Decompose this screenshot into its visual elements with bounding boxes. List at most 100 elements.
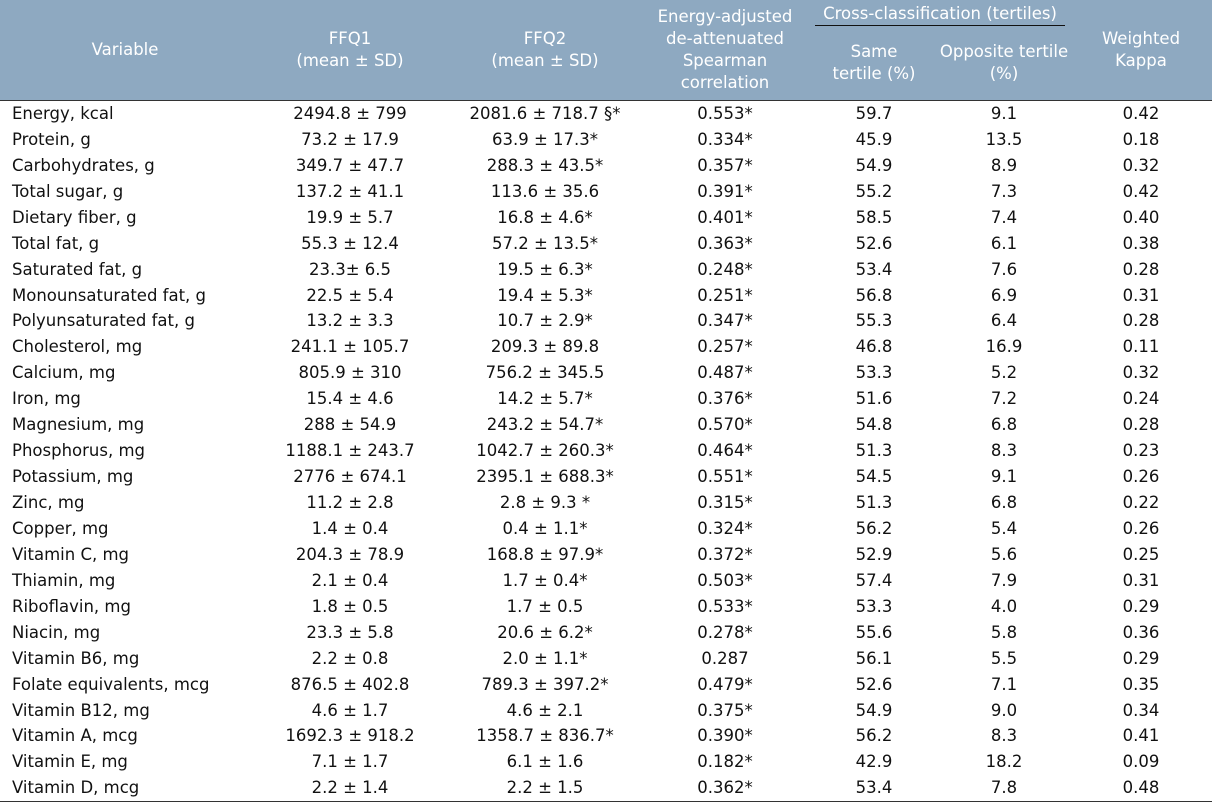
header-ffq1-line2: (mean ± SD) <box>296 51 404 70</box>
table-body: Energy, kcal 2494.8 ± 799 2081.6 ± 718.7 §… <box>0 101 1212 803</box>
cell-ffq2: 10.7 ± 2.9* <box>497 311 593 331</box>
cell-opposite-tertile: 6.4 <box>990 311 1018 331</box>
cell-same-tertile: 54.9 <box>855 700 893 720</box>
cell-variable: Vitamin B12, mg <box>12 700 150 720</box>
cell-variable: Phosphorus, mg <box>12 441 145 461</box>
cell-same-tertile: 52.6 <box>855 233 893 253</box>
cell-correlation: 0.570* <box>697 415 753 435</box>
header-same-tertile: Same tertile (%) <box>810 26 938 101</box>
cell-variable: Dietary fiber, g <box>12 207 137 227</box>
cell-variable: Total fat, g <box>12 233 100 253</box>
table-row: Vitamin C, mg 204.3 ± 78.9 168.8 ± 97.9* 0.… <box>0 542 1212 568</box>
cell-opposite-tertile: 18.2 <box>985 752 1023 772</box>
cell-correlation: 0.390* <box>697 726 753 746</box>
cell-ffq2: 2.0 ± 1.1* <box>502 648 588 668</box>
cell-ffq2: 4.6 ± 2.1 <box>506 700 584 720</box>
cell-weighted-kappa: 0.40 <box>1122 207 1160 227</box>
cell-ffq1: 805.9 ± 310 <box>298 363 402 383</box>
cell-variable: Energy, kcal <box>12 103 114 123</box>
cell-opposite-tertile: 7.9 <box>990 570 1018 590</box>
cell-weighted-kappa: 0.32 <box>1122 155 1160 175</box>
header-cross-label: Cross-classification (tertiles) <box>815 3 1065 26</box>
table-row: Thiamin, mg 2.1 ± 0.4 1.7 ± 0.4* 0.503* 57.4… <box>0 568 1212 594</box>
cell-opposite-tertile: 13.5 <box>985 129 1023 149</box>
cell-variable: Cholesterol, mg <box>12 337 143 357</box>
cell-ffq1: 15.4 ± 4.6 <box>306 389 394 409</box>
cell-ffq2: 20.6 ± 6.2* <box>497 622 593 642</box>
header-opposite-tertile: Opposite tertile (%) <box>938 26 1071 101</box>
cell-weighted-kappa: 0.09 <box>1122 752 1160 772</box>
cell-ffq2: 288.3 ± 43.5* <box>486 155 604 175</box>
cell-opposite-tertile: 7.3 <box>990 181 1018 201</box>
cell-weighted-kappa: 0.36 <box>1122 622 1160 642</box>
cell-same-tertile: 55.6 <box>855 622 893 642</box>
cell-weighted-kappa: 0.26 <box>1122 518 1160 538</box>
cell-opposite-tertile: 4.0 <box>990 596 1018 616</box>
cell-weighted-kappa: 0.18 <box>1122 129 1160 149</box>
cell-same-tertile: 56.2 <box>855 518 893 538</box>
cell-ffq1: 1.4 ± 0.4 <box>311 518 389 538</box>
table-row: Total sugar, g 137.2 ± 41.1 113.6 ± 35.6 0.… <box>0 179 1212 205</box>
cell-weighted-kappa: 0.35 <box>1122 674 1160 694</box>
cell-ffq2: 789.3 ± 397.2* <box>481 674 609 694</box>
cell-ffq2: 113.6 ± 35.6 <box>490 181 600 201</box>
cell-same-tertile: 54.5 <box>855 467 893 487</box>
cell-variable: Vitamin C, mg <box>12 544 130 564</box>
cell-variable: Vitamin A, mcg <box>12 726 138 746</box>
cell-opposite-tertile: 5.4 <box>990 518 1018 538</box>
cell-correlation: 0.533* <box>697 596 753 616</box>
table-row: Saturated fat, g 23.3± 6.5 19.5 ± 6.3* 0.24… <box>0 257 1212 283</box>
header-corr-line1: Energy-adjusted <box>657 7 793 26</box>
cell-correlation: 0.551* <box>697 467 753 487</box>
cell-opposite-tertile: 6.1 <box>990 233 1018 253</box>
cell-ffq2: 1358.7 ± 836.7* <box>476 726 614 746</box>
cell-same-tertile: 53.4 <box>855 259 893 279</box>
table-row: Total fat, g 55.3 ± 12.4 57.2 ± 13.5* 0.363… <box>0 231 1212 257</box>
cell-ffq1: 2.2 ± 1.4 <box>250 775 450 803</box>
header-variable-label: Variable <box>91 40 159 59</box>
table-row: Riboflavin, mg 1.8 ± 0.5 1.7 ± 0.5 0.533* 53… <box>0 594 1212 620</box>
cell-correlation: 0.479* <box>697 674 753 694</box>
cell-same-tertile: 52.6 <box>855 674 893 694</box>
header-ffq2-line1: FFQ2 <box>523 29 567 48</box>
cell-ffq2: 2.2 ± 1.5 <box>450 775 640 803</box>
cell-correlation: 0.347* <box>697 311 753 331</box>
cell-weighted-kappa: 0.31 <box>1122 570 1160 590</box>
cell-same-tertile: 59.7 <box>855 103 893 123</box>
cell-weighted-kappa: 0.22 <box>1122 493 1160 513</box>
cell-correlation: 0.182* <box>697 752 753 772</box>
cell-opposite-tertile: 9.1 <box>990 103 1018 123</box>
header-corr-line2: de-attenuated <box>666 29 784 48</box>
cell-correlation: 0.487* <box>697 363 753 383</box>
cell-same-tertile: 46.8 <box>855 337 893 357</box>
cell-same-tertile: 57.4 <box>855 570 893 590</box>
cell-correlation: 0.357* <box>697 155 753 175</box>
cell-weighted-kappa: 0.41 <box>1122 726 1160 746</box>
cell-opposite-tertile: 6.8 <box>990 493 1018 513</box>
cell-ffq2: 756.2 ± 345.5 <box>485 363 605 383</box>
cell-correlation: 0.391* <box>697 181 753 201</box>
cell-ffq1: 2.1 ± 0.4 <box>311 570 389 590</box>
table-row: Cholesterol, mg 241.1 ± 105.7 209.3 ± 89.8… <box>0 334 1212 360</box>
cell-variable: Protein, g <box>12 129 91 149</box>
table-header: Variable FFQ1 (mean ± SD) FFQ2 (mean ± S… <box>0 0 1212 101</box>
cell-ffq2: 2395.1 ± 688.3* <box>476 467 614 487</box>
cell-correlation: 0.315* <box>697 493 753 513</box>
cell-ffq2: 57.2 ± 13.5* <box>491 233 599 253</box>
cell-ffq1: 1188.1 ± 243.7 <box>285 441 415 461</box>
cell-correlation: 0.553* <box>697 103 753 123</box>
cell-ffq2: 63.9 ± 17.3* <box>491 129 599 149</box>
cell-weighted-kappa: 0.11 <box>1122 337 1160 357</box>
cell-variable: Total sugar, g <box>12 181 124 201</box>
cell-weighted-kappa: 0.48 <box>1070 775 1212 803</box>
cell-same-tertile: 56.8 <box>855 285 893 305</box>
cell-weighted-kappa: 0.23 <box>1122 441 1160 461</box>
table-row: Carbohydrates, g 349.7 ± 47.7 288.3 ± 43.5… <box>0 153 1212 179</box>
header-opposite-line1: Opposite tertile <box>939 42 1069 61</box>
cell-ffq1: 11.2 ± 2.8 <box>306 493 394 513</box>
cell-ffq2: 1.7 ± 0.5 <box>506 596 584 616</box>
cell-weighted-kappa: 0.28 <box>1122 415 1160 435</box>
cell-opposite-tertile: 9.0 <box>990 700 1018 720</box>
cell-weighted-kappa: 0.24 <box>1122 389 1160 409</box>
table-row: Vitamin B6, mg 2.2 ± 0.8 2.0 ± 1.1* 0.287 56… <box>0 646 1212 672</box>
